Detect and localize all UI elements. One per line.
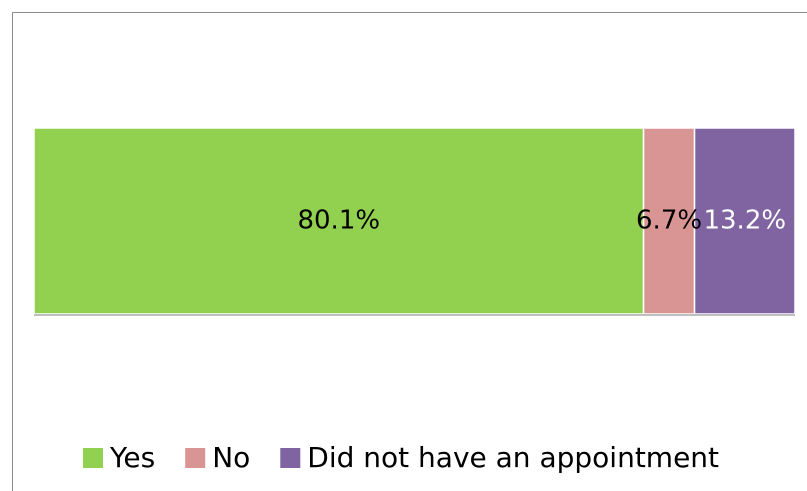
legend-swatch <box>280 448 301 468</box>
data-label: 13.2% <box>703 206 786 236</box>
data-label: 80.1% <box>297 206 380 236</box>
legend-label: No <box>212 441 250 474</box>
legend-swatch <box>185 448 206 468</box>
data-label: 6.7% <box>636 206 702 236</box>
bar-segment <box>642 127 696 315</box>
legend-label: Yes <box>109 441 155 474</box>
legend-label: Did not have an appointment <box>307 441 719 474</box>
bar-segment <box>33 127 645 315</box>
bar-segment <box>693 127 796 315</box>
legend-swatch <box>83 448 103 468</box>
